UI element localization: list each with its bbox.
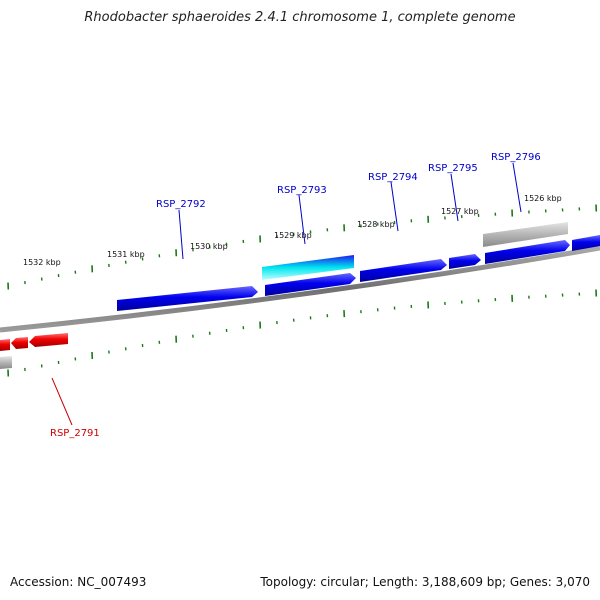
map-title: Rhodobacter sphaeroides 2.4.1 chromosome… (84, 10, 516, 25)
label-rsp-2794[interactable]: RSP_2794 (368, 172, 418, 183)
leader-rsp-2792 (178, 209, 184, 260)
genome-summary-text: Topology: circular; Length: 3,188,609 bp… (260, 575, 590, 589)
label-rsp-2793[interactable]: RSP_2793 (277, 185, 327, 196)
gene-rsp-2793-highlight[interactable] (262, 255, 354, 280)
gene-rsp-2795[interactable] (449, 254, 481, 269)
gene-rsp-2796[interactable] (485, 240, 570, 264)
leader-rsp-2795 (450, 173, 459, 222)
scale-label-1531: 1531 kbp (107, 250, 145, 259)
accession-text: Accession: NC_007493 (10, 575, 147, 589)
gene-red-2[interactable] (11, 337, 28, 349)
scale-label-1532: 1532 kbp (23, 258, 61, 267)
gene-red-3[interactable] (0, 339, 10, 351)
scale-label-1530: 1530 kbp (190, 242, 228, 251)
gene-rsp-2791[interactable] (29, 333, 68, 347)
label-rsp-2792[interactable]: RSP_2792 (156, 199, 206, 210)
scale-label-1528: 1528 kbp (357, 220, 395, 229)
leader-rsp-2796 (512, 162, 522, 213)
chromosome-backbone (0, 245, 600, 333)
label-rsp-2795[interactable]: RSP_2795 (428, 163, 478, 174)
scale-label-1529: 1529 kbp (274, 231, 312, 240)
leader-rsp-2794 (390, 181, 399, 232)
gene-rsp-2792[interactable] (117, 286, 258, 311)
gene-rsp-2793[interactable] (265, 273, 356, 296)
pseudo-gene-gray[interactable] (483, 222, 568, 247)
scale-label-1526: 1526 kbp (524, 194, 562, 203)
label-rsp-2791[interactable]: RSP_2791 (50, 428, 100, 439)
inner-tick-ring (7, 289, 598, 377)
leader-rsp-2791 (51, 377, 73, 426)
outer-tick-ring (7, 204, 598, 290)
label-rsp-2796[interactable]: RSP_2796 (491, 152, 541, 163)
leader-rsp-2793 (298, 194, 306, 245)
gene-rsp-2794[interactable] (360, 259, 447, 282)
gene-right-edge[interactable] (572, 235, 600, 251)
pseudo-gene-left-edge[interactable] (0, 356, 12, 369)
scale-label-1527: 1527 kbp (441, 207, 479, 216)
